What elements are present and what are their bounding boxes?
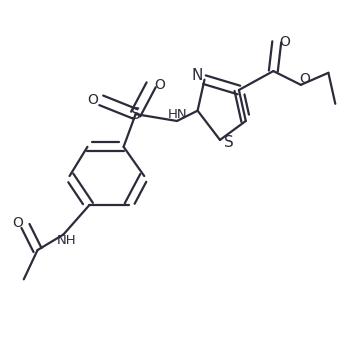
- Text: NH: NH: [57, 234, 77, 247]
- Text: S: S: [224, 135, 234, 150]
- Text: S: S: [131, 107, 141, 122]
- Text: O: O: [12, 216, 23, 230]
- Text: HN: HN: [168, 108, 187, 121]
- Text: O: O: [87, 93, 98, 107]
- Text: O: O: [279, 35, 290, 49]
- Text: O: O: [299, 72, 310, 86]
- Text: O: O: [154, 78, 165, 92]
- Text: N: N: [191, 68, 203, 83]
